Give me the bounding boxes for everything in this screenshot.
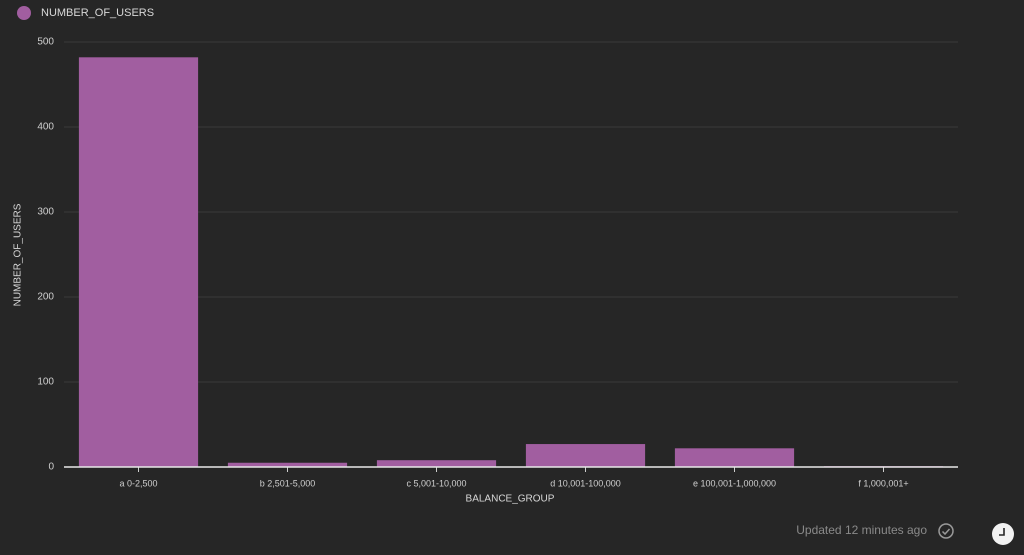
bar xyxy=(674,448,795,467)
legend-swatch xyxy=(17,6,31,20)
y-tick-label: 400 xyxy=(37,122,54,133)
y-tick-label: 500 xyxy=(37,37,54,48)
y-tick-label: 100 xyxy=(37,377,54,388)
x-tick-label: e 100,001-1,000,000 xyxy=(693,478,776,488)
x-tick-label: d 10,001-100,000 xyxy=(550,478,621,488)
x-tick-label: f 1,000,001+ xyxy=(858,478,908,488)
x-tick-label: b 2,501-5,000 xyxy=(260,478,316,488)
update-status: Updated 12 minutes ago xyxy=(796,523,927,537)
y-tick-label: 0 xyxy=(48,462,54,473)
bar xyxy=(376,460,497,467)
clock-button[interactable] xyxy=(992,523,1014,545)
bar xyxy=(78,57,199,468)
x-tick-label: a 0-2,500 xyxy=(119,478,157,488)
y-tick-label: 200 xyxy=(37,292,54,303)
x-axis-label: BALANCE_GROUP xyxy=(466,494,555,505)
y-tick-label: 300 xyxy=(37,207,54,218)
legend-label: NUMBER_OF_USERS xyxy=(41,7,154,19)
x-tick-label: c 5,001-10,000 xyxy=(406,478,466,488)
bar xyxy=(525,444,646,467)
refresh-icon[interactable] xyxy=(938,523,954,539)
bar xyxy=(227,462,348,467)
y-axis-label: NUMBER_OF_USERS xyxy=(13,203,24,306)
